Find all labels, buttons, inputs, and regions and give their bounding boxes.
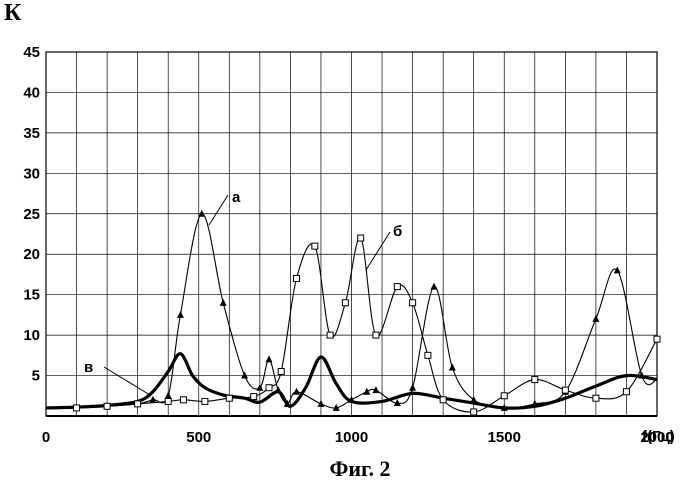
- data-point-triangle: [266, 355, 273, 362]
- data-point-triangle: [363, 388, 370, 395]
- data-point-square: [394, 284, 400, 290]
- data-point-triangle: [614, 266, 621, 273]
- leader-line-a: [209, 195, 228, 225]
- data-point-triangle: [430, 283, 437, 290]
- series-label-a: а: [232, 189, 241, 206]
- data-point-square: [135, 401, 141, 407]
- x-tick-label: 1000: [335, 429, 368, 446]
- data-point-square: [501, 393, 507, 399]
- y-tick-label: 10: [23, 327, 40, 344]
- data-point-triangle: [275, 386, 282, 393]
- y-tick-label: 25: [23, 206, 40, 223]
- data-point-square: [440, 397, 446, 403]
- x-tick-label: 1500: [488, 429, 521, 446]
- data-point-triangle: [149, 396, 156, 403]
- data-point-square: [294, 275, 300, 281]
- data-point-square: [425, 352, 431, 358]
- tick-labels: 5 10 15 20 25 30 35 40 45 0 500 1000 1500 2000: [23, 44, 673, 446]
- y-tick-label: 5: [32, 368, 40, 385]
- data-point-triangle: [165, 392, 172, 399]
- data-point-square: [278, 369, 284, 375]
- data-point-triangle: [198, 210, 205, 217]
- x-tick-label: 2000: [640, 429, 673, 446]
- data-point-square: [593, 395, 599, 401]
- data-point-square: [358, 235, 364, 241]
- data-point-square: [654, 336, 660, 342]
- data-point-square: [312, 243, 318, 249]
- data-point-triangle: [470, 396, 477, 403]
- y-tick-label: 35: [23, 125, 40, 142]
- data-point-square: [471, 409, 477, 415]
- data-point-triangle: [409, 384, 416, 391]
- y-tick-label: 45: [23, 44, 40, 61]
- data-point-square: [623, 389, 629, 395]
- data-point-triangle: [317, 400, 324, 407]
- data-point-triangle: [449, 363, 456, 370]
- data-point-square: [266, 385, 272, 391]
- data-point-square: [532, 377, 538, 383]
- y-tick-label: 15: [23, 287, 40, 304]
- series-label-b: б: [393, 223, 402, 240]
- data-point-square: [180, 397, 186, 403]
- figure-caption: Фиг. 2: [329, 456, 390, 481]
- data-point-square: [410, 300, 416, 306]
- x-tick-label: 0: [42, 429, 50, 446]
- y-tick-label: 20: [23, 246, 40, 263]
- data-point-triangle: [177, 311, 184, 318]
- data-point-triangle: [241, 372, 248, 379]
- leader-line-b: [366, 232, 390, 270]
- data-point-triangle: [220, 299, 227, 306]
- data-point-square: [373, 332, 379, 338]
- data-point-square: [562, 387, 568, 393]
- grid: [46, 52, 657, 416]
- data-point-triangle: [256, 384, 263, 391]
- x-tick-label: 500: [186, 429, 211, 446]
- data-point-square: [165, 398, 171, 404]
- data-point-square: [327, 332, 333, 338]
- data-point-square: [251, 394, 257, 400]
- y-tick-label: 40: [23, 84, 40, 101]
- leader-line-v: [104, 367, 150, 395]
- data-point-square: [74, 405, 80, 411]
- data-point-triangle: [592, 315, 599, 322]
- data-point-triangle: [293, 388, 300, 395]
- series-label-v: в: [84, 359, 93, 376]
- data-point-square: [202, 398, 208, 404]
- y-axis-label: К: [4, 0, 22, 26]
- data-point-square: [226, 395, 232, 401]
- data-point-square: [342, 300, 348, 306]
- data-point-square: [104, 403, 110, 409]
- y-tick-label: 30: [23, 165, 40, 182]
